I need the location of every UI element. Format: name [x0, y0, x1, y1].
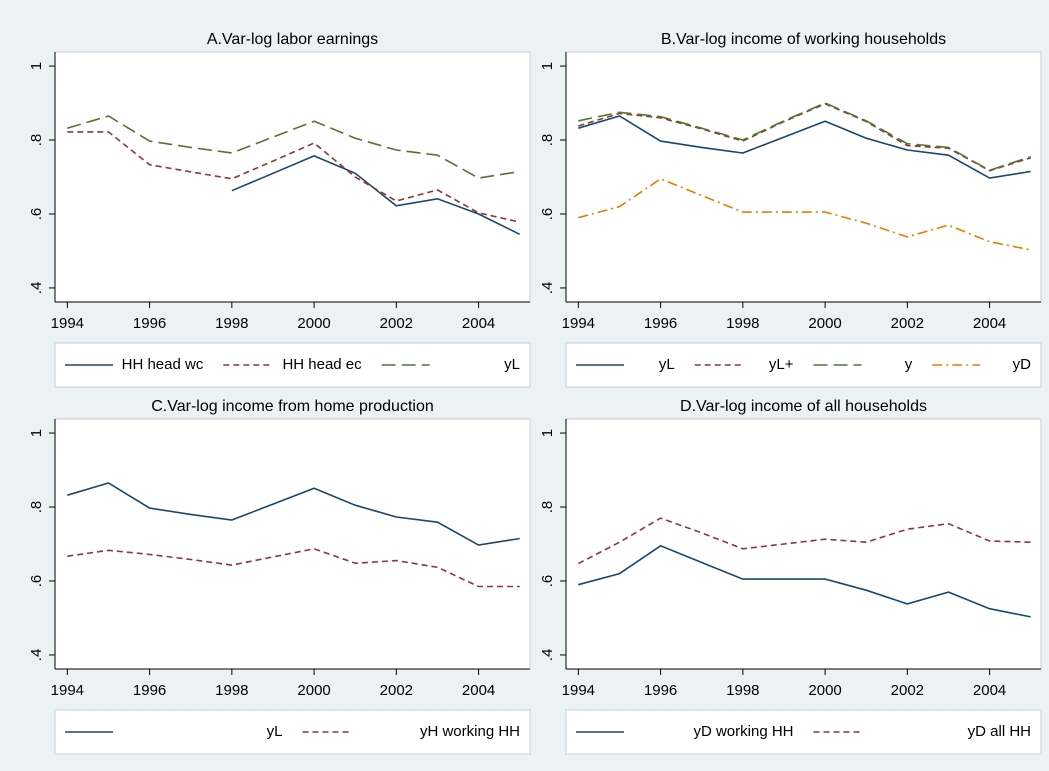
y-tick-label: .6 — [28, 208, 45, 221]
x-tick-label: 1994 — [51, 315, 84, 332]
series-line — [67, 547, 520, 588]
x-tick-label: 1996 — [133, 315, 166, 332]
x-tick-label: 1998 — [726, 682, 759, 699]
legend-label: y — [905, 356, 913, 373]
legend — [54, 709, 531, 755]
legend-label: HH head ec — [282, 356, 362, 373]
x-tick-label: 1998 — [726, 315, 759, 332]
panel-title: A.Var-log labor earnings — [207, 31, 378, 48]
y-tick-label: 1 — [28, 429, 45, 437]
y-tick-label: .4 — [539, 282, 556, 295]
plot-region — [54, 418, 531, 670]
legend-label: yH working HH — [420, 723, 520, 740]
x-tick-label: 2002 — [380, 682, 413, 699]
series-line — [578, 544, 1031, 618]
x-tick-label: 2002 — [891, 315, 924, 332]
x-tick-label: 2002 — [891, 682, 924, 699]
x-tick-label: 1996 — [133, 682, 166, 699]
x-tick-label: 2000 — [297, 682, 330, 699]
legend-label: yL — [659, 356, 675, 373]
x-tick-label: 2004 — [973, 682, 1006, 699]
plot-region — [54, 51, 531, 303]
x-tick-label: 2002 — [380, 315, 413, 332]
series-line — [67, 115, 520, 179]
series-line — [578, 177, 1031, 251]
x-tick-label: 1996 — [644, 315, 677, 332]
series-line — [577, 517, 1031, 565]
panel-title: D.Var-log income of all households — [680, 398, 927, 415]
y-tick-label: 1 — [539, 62, 556, 70]
series-line — [578, 115, 1031, 179]
x-tick-label: 2004 — [973, 315, 1006, 332]
plot-region — [565, 418, 1042, 670]
x-tick-label: 1994 — [562, 682, 595, 699]
y-tick-label: .6 — [539, 208, 556, 221]
y-tick-label: .6 — [539, 575, 556, 588]
x-tick-label: 2000 — [808, 682, 841, 699]
x-tick-label: 1998 — [215, 315, 248, 332]
x-tick-label: 2004 — [462, 682, 495, 699]
panel-title: C.Var-log income from home production — [151, 398, 434, 415]
x-tick-label: 1994 — [51, 682, 84, 699]
x-tick-label: 2004 — [462, 315, 495, 332]
legend-label: yL — [504, 356, 520, 373]
series-line — [578, 102, 1031, 172]
y-tick-label: .8 — [28, 134, 45, 147]
x-tick-label: 2000 — [297, 315, 330, 332]
legend-label: yD working HH — [693, 723, 793, 740]
legend — [565, 342, 1042, 388]
plot-region — [565, 51, 1042, 303]
legend-label: HH head wc — [122, 356, 204, 373]
x-tick-label: 1996 — [644, 682, 677, 699]
x-tick-label: 2000 — [808, 315, 841, 332]
y-tick-label: .4 — [539, 649, 556, 662]
legend-label: yL+ — [769, 356, 794, 373]
y-tick-label: .8 — [28, 501, 45, 514]
legend — [54, 342, 531, 388]
y-tick-label: 1 — [28, 62, 45, 70]
legend-label: yD all HH — [968, 723, 1031, 740]
x-tick-label: 1994 — [562, 315, 595, 332]
legend-label: yD — [1013, 356, 1032, 373]
series-line — [67, 131, 520, 223]
y-tick-label: .4 — [28, 649, 45, 662]
y-tick-label: .8 — [539, 501, 556, 514]
legend-label: yL — [267, 723, 283, 740]
panel-title: B.Var-log income of working households — [661, 31, 946, 48]
y-tick-label: .4 — [28, 282, 45, 295]
legend — [565, 709, 1042, 755]
series-line — [67, 482, 520, 546]
y-tick-label: .6 — [28, 575, 45, 588]
y-tick-label: 1 — [539, 429, 556, 437]
y-tick-label: .8 — [539, 134, 556, 147]
x-tick-label: 1998 — [215, 682, 248, 699]
